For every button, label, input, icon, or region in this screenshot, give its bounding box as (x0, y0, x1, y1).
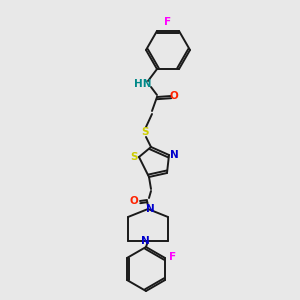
Text: HN: HN (134, 79, 152, 89)
Text: S: S (141, 127, 149, 137)
Text: O: O (130, 196, 138, 206)
Text: F: F (164, 17, 172, 27)
Text: N: N (141, 236, 149, 246)
Text: O: O (169, 91, 178, 101)
Text: N: N (146, 204, 154, 214)
Text: S: S (130, 152, 138, 162)
Text: F: F (169, 252, 177, 262)
Text: N: N (169, 150, 178, 160)
